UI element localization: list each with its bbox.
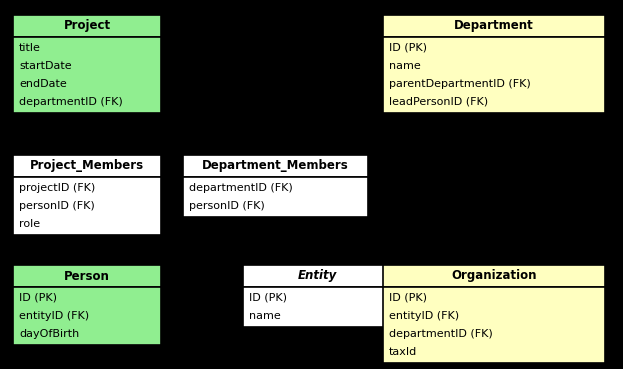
Text: role: role xyxy=(19,219,40,229)
Text: Person: Person xyxy=(64,269,110,283)
Text: Department: Department xyxy=(454,20,534,32)
Text: departmentID (FK): departmentID (FK) xyxy=(189,183,293,193)
Bar xyxy=(183,155,368,177)
Bar xyxy=(13,265,161,287)
Text: startDate: startDate xyxy=(19,61,72,71)
Text: title: title xyxy=(19,43,41,53)
Text: Organization: Organization xyxy=(451,269,537,283)
Text: dayOfBirth: dayOfBirth xyxy=(19,329,79,339)
Text: personID (FK): personID (FK) xyxy=(189,201,265,211)
Text: name: name xyxy=(389,61,421,71)
Text: personID (FK): personID (FK) xyxy=(19,201,95,211)
Text: entityID (FK): entityID (FK) xyxy=(389,311,459,321)
Text: endDate: endDate xyxy=(19,79,67,89)
Text: ID (PK): ID (PK) xyxy=(389,43,427,53)
Bar xyxy=(13,15,161,37)
Text: ID (PK): ID (PK) xyxy=(389,293,427,303)
Bar xyxy=(383,287,605,363)
Bar xyxy=(383,37,605,113)
Bar xyxy=(183,177,368,217)
Text: Department_Members: Department_Members xyxy=(202,159,349,172)
Bar xyxy=(243,265,391,287)
Bar xyxy=(13,177,161,235)
Bar xyxy=(243,287,391,327)
Bar xyxy=(13,287,161,345)
Bar xyxy=(13,155,161,177)
Bar xyxy=(383,265,605,287)
Text: departmentID (FK): departmentID (FK) xyxy=(19,97,123,107)
Text: Entity: Entity xyxy=(297,269,336,283)
Bar xyxy=(13,37,161,113)
Text: departmentID (FK): departmentID (FK) xyxy=(389,329,493,339)
Text: name: name xyxy=(249,311,281,321)
Text: leadPersonID (FK): leadPersonID (FK) xyxy=(389,97,488,107)
Text: projectID (FK): projectID (FK) xyxy=(19,183,95,193)
Text: Project_Members: Project_Members xyxy=(30,159,144,172)
Text: entityID (FK): entityID (FK) xyxy=(19,311,89,321)
Text: Project: Project xyxy=(64,20,110,32)
Text: ID (PK): ID (PK) xyxy=(249,293,287,303)
Text: parentDepartmentID (FK): parentDepartmentID (FK) xyxy=(389,79,531,89)
Text: ID (PK): ID (PK) xyxy=(19,293,57,303)
Bar xyxy=(383,15,605,37)
Text: taxId: taxId xyxy=(389,347,417,357)
